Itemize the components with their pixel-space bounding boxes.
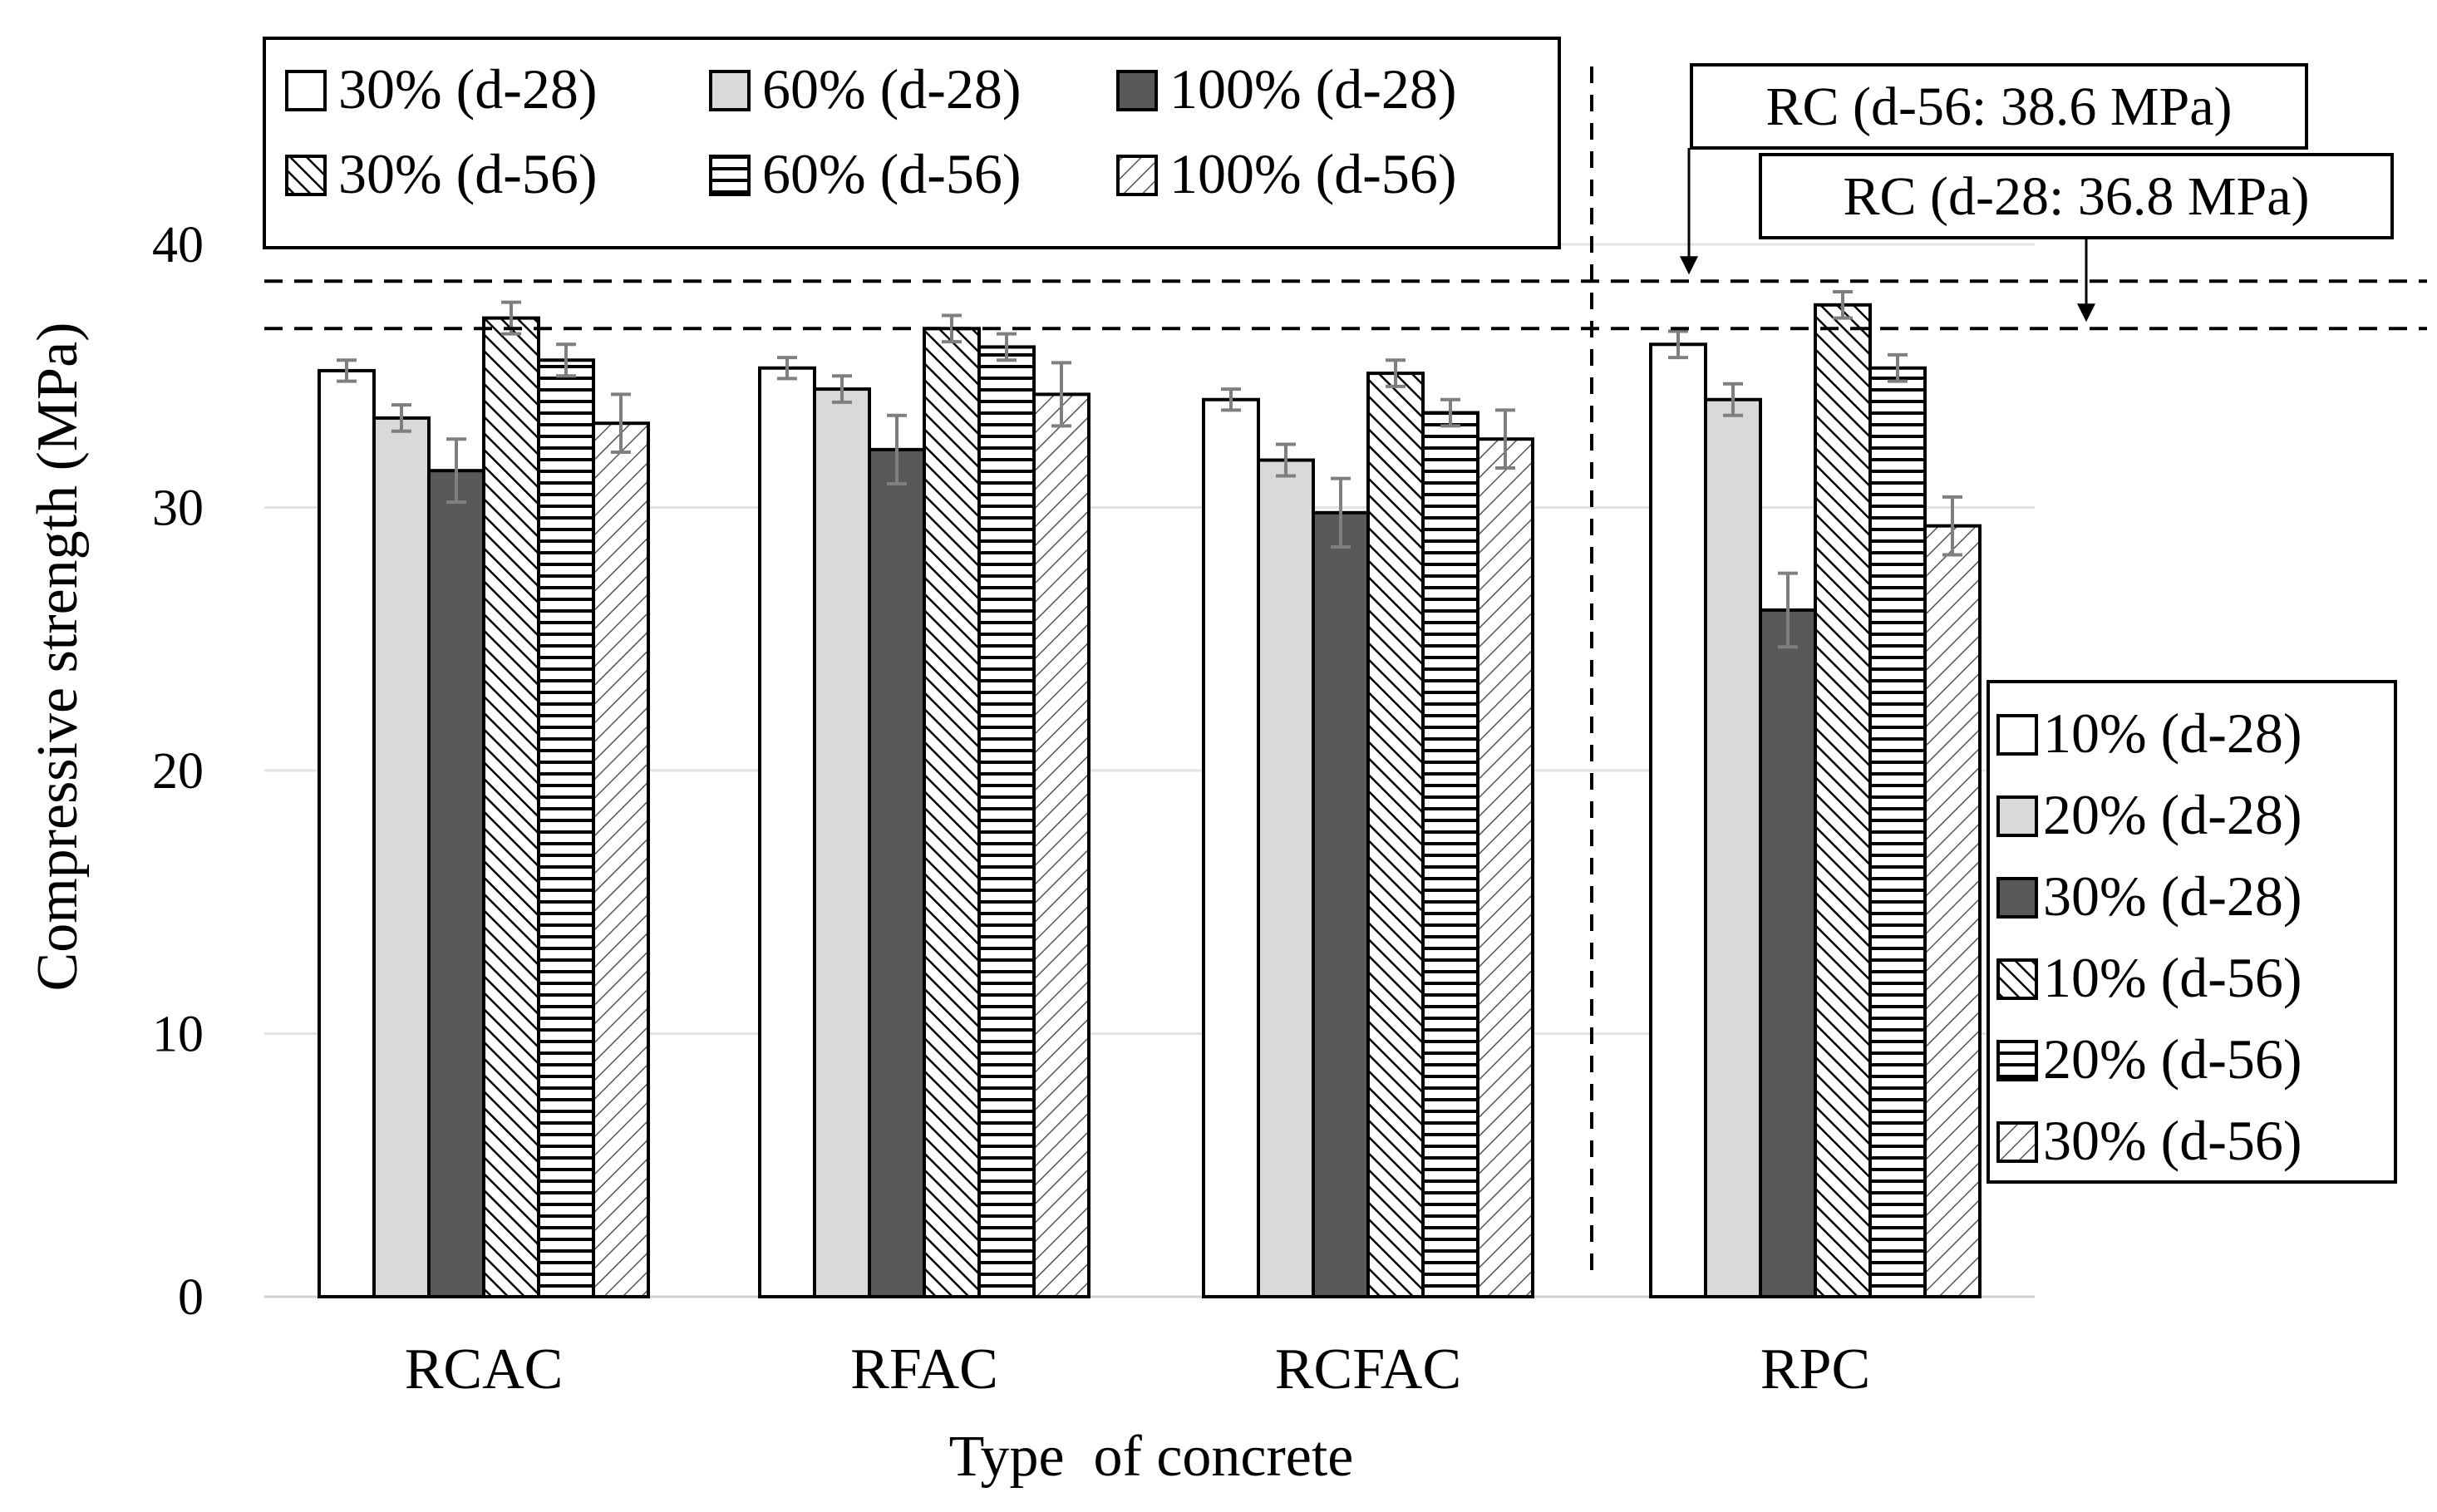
bar-group-rpc [1649,289,1982,1298]
legend-swatch-s4 [285,155,327,196]
reference-arrow-head [1680,256,1698,275]
category-label: RCFAC [1275,1337,1461,1401]
bar-rfac-s2 [813,387,871,1299]
bar-series [318,289,1982,1299]
y-axis-title: Compressive strength (MPa) [26,323,90,992]
y-tick-label: 10 [152,1007,204,1063]
legend-swatch-s3 [1996,877,2038,919]
legend-top-frame [263,37,1561,249]
y-tick-label: 40 [152,217,204,273]
legend-swatch-s3 [1116,70,1158,111]
bar-rfac-s1 [758,366,816,1298]
reference-arrow-head [2077,303,2095,323]
bar-rcac-s3 [427,469,485,1298]
bar-rcac-s2 [372,416,431,1298]
bar-rcac-s4 [482,316,540,1298]
legend-right-frame [1987,680,2397,1184]
legend-label: 100% (d-56) [1169,142,1457,205]
bar-rpc-s2 [1704,397,1762,1298]
legend-swatch-s2 [709,70,751,111]
bar-rpc-s5 [1868,366,1927,1298]
legend-swatch-s2 [1996,795,2038,837]
bar-rcfac-s2 [1257,458,1315,1298]
legend-swatch-s1 [1996,714,2038,756]
legend-top: 30% (d-28) 60% (d-28) 100% (d-28) 30% (d-56… [263,37,1561,249]
legend-swatch-s5 [709,155,751,196]
bar-rcac-s1 [318,368,376,1298]
legend-label: 30% (d-28) [338,57,598,121]
bar-rcfac-s3 [1312,510,1370,1298]
legend-label: 10% (d-28) [2043,702,2302,765]
category-label: RPC [1760,1337,1870,1401]
bar-rfac-s4 [923,327,981,1298]
bar-rcfac-s5 [1421,411,1479,1298]
bar-group-rfac [758,313,1090,1299]
x-axis-title: Type of concrete [949,1425,1354,1489]
bar-rfac-s5 [977,345,1036,1298]
bar-rpc-s4 [1814,303,1872,1298]
bar-rfac-s6 [1032,392,1090,1298]
bar-rfac-s3 [868,447,926,1298]
reference-label: RC (d-28: 36.8 MPa) [1844,166,2310,227]
bar-rcfac-s6 [1476,437,1534,1299]
bar-group-rcac [318,300,650,1299]
y-tick-label: 30 [152,480,204,537]
category-label: RFAC [850,1337,998,1401]
x-axis-categories: RCAC RFAC RCFAC RPC [405,1337,1870,1401]
legend-label: 20% (d-56) [2043,1027,2302,1091]
bar-rcac-s6 [592,421,650,1299]
legend-label: 30% (d-56) [2043,1109,2302,1172]
bar-rcfac-s1 [1202,397,1260,1298]
legend-swatch-s5 [1996,1040,2038,1081]
reference-label-box [1759,153,2394,239]
legend-label: 10% (d-56) [2043,946,2302,1009]
y-tick-label: 0 [178,1269,204,1326]
bar-group-rcfac [1202,358,1534,1299]
legend-label: 20% (d-28) [2043,783,2302,846]
bar-rpc-s1 [1649,342,1707,1298]
legend-label: 60% (d-28) [762,57,1022,121]
legend-label: 30% (d-56) [338,142,598,205]
bar-rpc-s6 [1923,524,1982,1298]
bar-rcac-s5 [537,358,595,1298]
y-axis-ticks: 0 10 20 30 40 [152,217,204,1326]
legend-right: 10% (d-28) 20% (d-28) 30% (d-28) 10% (d-56)… [1987,680,2397,1184]
reference-label: RC (d-56: 38.6 MPa) [1766,76,2233,137]
reference-lines: RC (d-56: 38.6 MPa) RC (d-28: 36.8 MPa) [264,63,2427,331]
legend-swatch-s6 [1116,155,1158,196]
legend-label: 100% (d-28) [1169,57,1457,121]
legend-swatch-s1 [285,70,327,111]
y-tick-label: 20 [152,743,204,800]
reference-label-box [1690,63,2308,150]
legend-label: 30% (d-28) [2043,864,2302,928]
bar-rcfac-s4 [1366,372,1425,1299]
legend-swatch-s4 [1996,958,2038,1000]
bar-rpc-s3 [1759,608,1817,1298]
legend-swatch-s6 [1996,1121,2038,1163]
legend-label: 60% (d-56) [762,142,1022,205]
category-label: RCAC [405,1337,564,1401]
